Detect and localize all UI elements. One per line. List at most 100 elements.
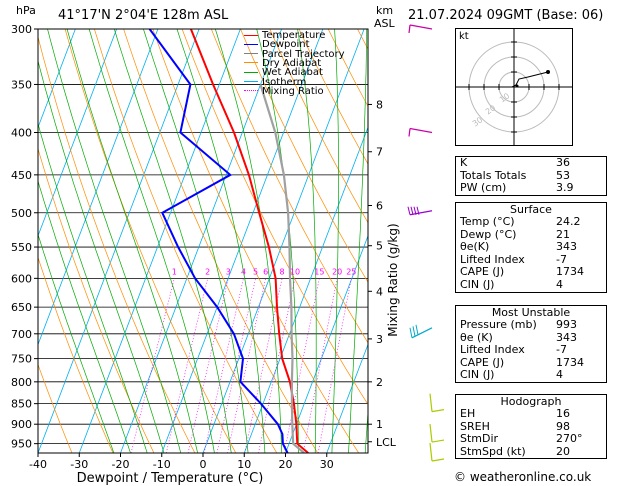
dry-adiabat-line [181, 29, 368, 406]
legend-item: Wet Adiabat [244, 68, 323, 78]
hodo-row-stmspd: StmSpd (kt) 20 [460, 444, 570, 458]
wind-barb-flag [431, 458, 445, 462]
x-axis-title: Dewpoint / Temperature (°C) [77, 471, 264, 486]
dry-adiabat-line [94, 29, 278, 453]
wet-adiabat-line [38, 59, 165, 453]
y-tick-label: 600 [11, 272, 32, 285]
hodo-row-stmdir: StmDir 270° [460, 432, 583, 446]
legend-label: Isotherm [262, 76, 307, 88]
legend-swatch [244, 81, 258, 82]
y-tick-label: 400 [11, 126, 32, 139]
hodograph-table-title: Hodograph [500, 395, 562, 408]
surface-row-cape: CAPE (J) 1734 [460, 265, 584, 279]
mixing-ratio-label: 4 [241, 267, 246, 276]
legend-swatch [244, 53, 258, 55]
wind-barb-flag [412, 326, 416, 337]
wind-barb-staff [429, 442, 433, 462]
wet-adiabat-line [66, 29, 198, 453]
mu-row-thetae: θe (K) 343 [460, 330, 577, 344]
y-tick-label: 700 [11, 328, 32, 341]
legend-item: Dewpoint [244, 40, 310, 50]
wet-adiabat-line [256, 29, 299, 453]
mu-row-cin: CIN (J) 4 [460, 368, 563, 382]
legend-label: Mixing Ratio [262, 85, 324, 97]
km-tick-label: 3 [376, 333, 383, 346]
index-row-pw: PW (cm) 3.9 [460, 181, 574, 195]
hodograph-point [546, 70, 550, 74]
wet-adiabat-line [113, 29, 232, 453]
y-tick-label: 550 [11, 241, 32, 254]
mixing-ratio-label: 2 [205, 267, 210, 276]
wind-barb [407, 206, 433, 216]
legend-swatch [244, 43, 258, 45]
mixing-ratio-line [227, 278, 267, 453]
km-tick-label: 2 [376, 376, 383, 389]
y-tick-label: 850 [11, 398, 32, 411]
y-tick-label: 950 [11, 438, 32, 451]
y-tick-label: 500 [11, 207, 32, 220]
x-tick-label: 0 [200, 458, 207, 471]
wind-barb-flag [415, 324, 419, 335]
hodograph-table: Hodograph EH 16 SREH 98 StmDir 270° StmSpd … [455, 394, 607, 460]
most-unstable-title: Most Unstable [491, 306, 571, 319]
km-tick-label: 6 [376, 199, 383, 212]
wet-adiabat-line [176, 29, 266, 453]
wind-barb-flag [408, 24, 411, 34]
km-tick-label: 8 [376, 98, 383, 111]
wind-barb-staff [409, 127, 433, 134]
x-tick-label: 30 [320, 458, 334, 471]
isotherm-line [120, 29, 282, 453]
mixing-ratio-label: 1 [172, 267, 177, 276]
wind-barb-staff [429, 393, 433, 412]
legend-item: Isotherm [244, 76, 307, 88]
wind-barb-staff [409, 210, 433, 216]
mixing-ratio-label: 8 [280, 267, 285, 276]
hodo-row-sreh: SREH 98 [460, 419, 570, 433]
hodograph-trace [511, 71, 549, 88]
wind-barb-flag [410, 206, 414, 215]
mixing-ratio-label: 25 [346, 267, 356, 276]
isotherm-line [161, 29, 324, 453]
dry-adiabat-line [269, 29, 368, 224]
mixing-ratio-line [165, 278, 209, 453]
wet-adiabat-line [38, 233, 115, 453]
isotherm-line [38, 29, 117, 238]
km-tick-label: 7 [376, 146, 383, 159]
storm-motion-point [515, 84, 519, 88]
mixing-ratio-axis-title: Mixing Ratio (g/kg) [386, 223, 400, 336]
isotherm-line [243, 126, 368, 453]
surface-title: Surface [510, 203, 552, 216]
wind-barb [408, 127, 433, 137]
wind-barb-flag [409, 327, 413, 338]
legend-label: Parcel Trajectory [262, 48, 345, 60]
dry-adiabat-line [38, 256, 114, 453]
hodo-row-eh: EH 16 [460, 407, 570, 420]
mixing-ratio-line [187, 278, 229, 453]
surface-row-temp: Temp (°C) 24.2 [460, 215, 581, 228]
wind-barb-staff [409, 24, 433, 30]
mixing-ratio-line [216, 278, 256, 453]
legend-swatch [244, 90, 258, 92]
x-tick-label: -20 [112, 458, 130, 471]
wind-barb-flag [408, 128, 411, 137]
index-row-totals: Totals Totals 53 [460, 168, 570, 182]
wind-barb [409, 324, 433, 339]
wet-adiabat-line [88, 29, 215, 453]
legend-label: Wet Adiabat [262, 67, 323, 79]
isotherm-line [38, 29, 200, 453]
hodograph-ring-20: 20 [484, 103, 498, 116]
isotherm-line [326, 343, 368, 453]
y-tick-label: 750 [11, 353, 32, 366]
legend-swatch [244, 62, 258, 64]
dry-adiabat-line [621, 29, 629, 453]
hodograph-unit-label: kt [459, 31, 469, 42]
mu-row-li: Lifted Index -7 [460, 343, 567, 357]
dry-adiabat-line [298, 29, 368, 165]
mixing-ratio-label: 20 [332, 267, 342, 276]
mixing-ratio-label: 15 [314, 267, 324, 276]
wet-adiabat-line [348, 29, 368, 453]
series-line-dewpoint [148, 29, 289, 453]
mixing-ratio-line [258, 278, 296, 453]
legend-swatch [244, 71, 258, 73]
